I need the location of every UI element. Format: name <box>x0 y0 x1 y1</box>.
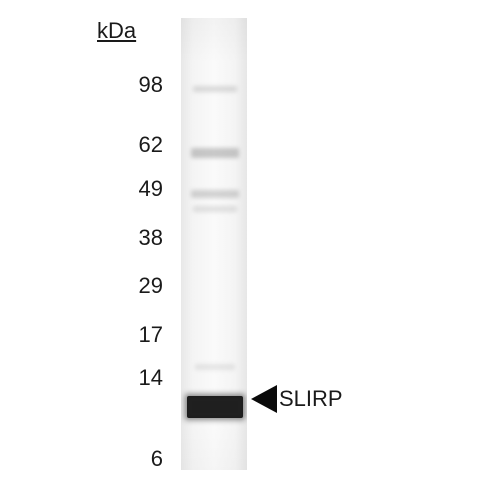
faint-band <box>193 206 237 212</box>
mw-marker: 6 <box>123 446 163 472</box>
mw-marker: 29 <box>123 273 163 299</box>
blot-figure: kDa 98 62 49 38 29 17 14 6 SLIRP <box>45 10 455 490</box>
arrow-left-icon <box>251 385 277 413</box>
mw-marker: 14 <box>123 365 163 391</box>
gel-lane <box>181 18 247 470</box>
faint-band <box>195 364 235 370</box>
unit-label: kDa <box>97 18 136 44</box>
faint-band <box>191 148 239 158</box>
mw-marker: 17 <box>123 322 163 348</box>
protein-label: SLIRP <box>279 386 343 412</box>
target-band <box>185 394 245 420</box>
mw-marker: 98 <box>123 72 163 98</box>
faint-band <box>191 190 239 198</box>
mw-marker: 38 <box>123 225 163 251</box>
mw-marker: 49 <box>123 176 163 202</box>
mw-marker: 62 <box>123 132 163 158</box>
protein-annotation: SLIRP <box>251 385 343 413</box>
faint-band <box>193 86 237 92</box>
